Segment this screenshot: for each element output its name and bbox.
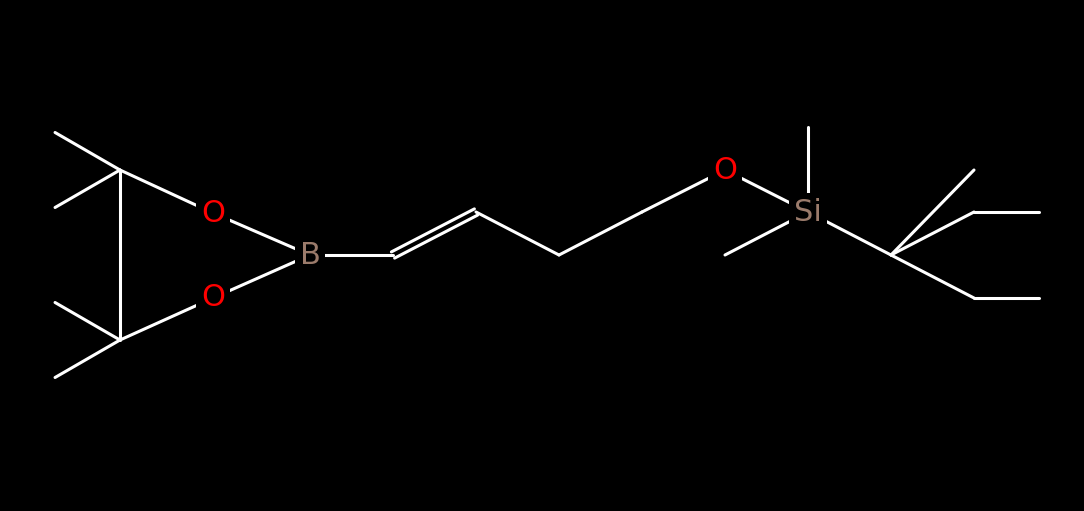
Text: B: B (299, 241, 321, 269)
Text: O: O (713, 155, 737, 184)
Text: O: O (201, 198, 225, 227)
Text: O: O (201, 284, 225, 313)
Text: Si: Si (795, 197, 822, 226)
